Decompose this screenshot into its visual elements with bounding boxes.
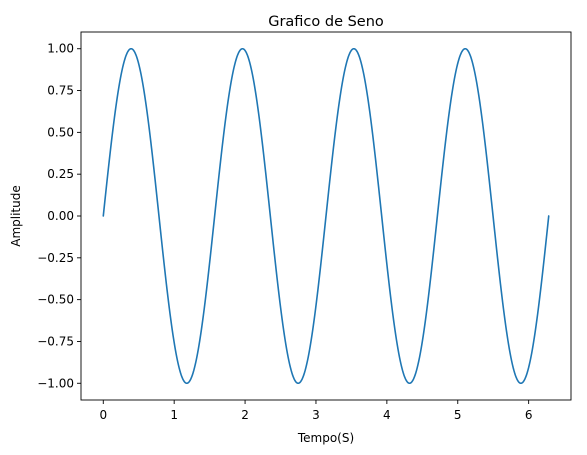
x-tick-label: 4 [383, 408, 391, 422]
x-tick-label: 0 [99, 408, 107, 422]
x-tick-label: 3 [312, 408, 320, 422]
chart-title: Grafico de Seno [268, 14, 384, 30]
y-axis-label: Amplitude [9, 185, 23, 247]
x-axis-label: Tempo(S) [297, 431, 354, 445]
x-tick-label: 5 [454, 408, 462, 422]
x-axis-ticks: 0 1 2 3 4 5 6 [99, 400, 532, 422]
y-tick-label: −0.50 [37, 293, 74, 307]
y-tick-label: −0.75 [37, 334, 74, 348]
x-tick-label: 6 [525, 408, 533, 422]
x-tick-label: 1 [170, 408, 178, 422]
y-tick-label: 0.50 [47, 125, 74, 139]
y-tick-label: 0.00 [47, 209, 74, 223]
y-tick-label: 1.00 [47, 42, 74, 56]
y-tick-label: 0.75 [47, 84, 74, 98]
y-tick-label: 0.25 [47, 167, 74, 181]
x-tick-label: 2 [241, 408, 249, 422]
y-tick-label: −1.00 [37, 376, 74, 390]
y-tick-label: −0.25 [37, 251, 74, 265]
y-axis-ticks: −1.00 −0.75 −0.50 −0.25 0.00 0.25 0.50 0.75 1.00 [37, 42, 81, 390]
sine-series-line [102, 47, 550, 385]
